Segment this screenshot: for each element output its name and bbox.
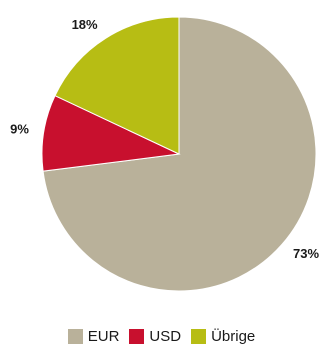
legend-swatch-uebrige [191, 329, 207, 344]
legend-label-usd: USD [149, 328, 182, 345]
pie-slice-brige [54, 16, 180, 155]
legend-item-usd: USD [129, 328, 181, 345]
legend-item-uebrige: Übrige [191, 328, 255, 345]
legend-label-eur: EUR [87, 328, 120, 345]
legend-label-uebrige: Übrige [211, 328, 256, 345]
legend-swatch-usd [129, 329, 145, 344]
chart-legend: EUR USD Übrige [0, 328, 323, 345]
legend-swatch-eur [67, 329, 83, 344]
legend-item-eur: EUR [67, 328, 120, 345]
pie-value-label-usd: 9% [10, 122, 29, 137]
pie-value-label-brige: 18% [72, 17, 98, 32]
pie-value-label-eur: 73% [293, 246, 319, 261]
